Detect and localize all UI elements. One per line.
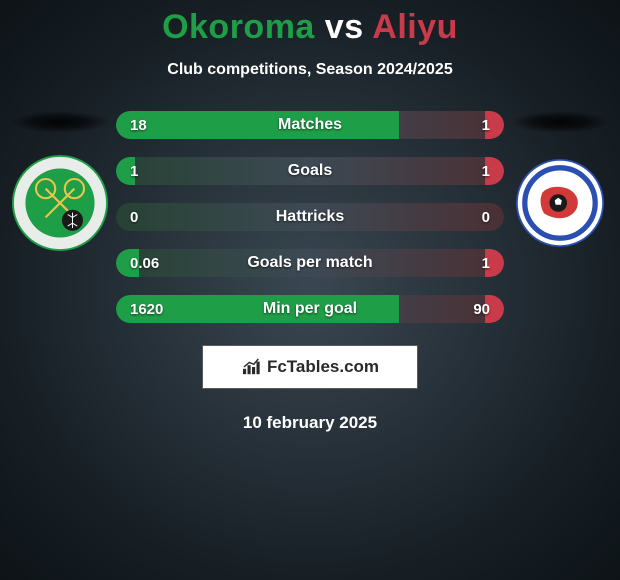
chart-icon bbox=[241, 358, 263, 376]
page-title: Okoroma vs Aliyu bbox=[0, 0, 620, 47]
stat-label: Goals per match bbox=[116, 254, 504, 272]
stat-label: Matches bbox=[116, 116, 504, 134]
player2-name: Aliyu bbox=[372, 8, 458, 46]
comparison-date: 10 february 2025 bbox=[0, 413, 620, 433]
stat-label: Min per goal bbox=[116, 300, 504, 318]
right-club-logo bbox=[512, 155, 608, 251]
comparison-card: Okoroma vs Aliyu Club competitions, Seas… bbox=[0, 0, 620, 580]
player-silhouette-shadow bbox=[510, 111, 610, 133]
right-player-column bbox=[508, 111, 612, 251]
player1-name: Okoroma bbox=[162, 8, 315, 46]
player-silhouette-shadow bbox=[10, 111, 110, 133]
left-player-column bbox=[8, 111, 112, 251]
brand-attribution[interactable]: FcTables.com bbox=[202, 345, 418, 389]
stat-label: Goals bbox=[116, 162, 504, 180]
club-badge-icon bbox=[12, 155, 108, 251]
stat-bars: 181Matches 11Goals 00Hattricks 0.061Goals p… bbox=[112, 111, 508, 323]
left-club-logo bbox=[12, 155, 108, 251]
stat-bar: 0.061Goals per match bbox=[116, 249, 504, 277]
club-badge-icon bbox=[516, 159, 604, 247]
stat-bar: 11Goals bbox=[116, 157, 504, 185]
brand-name: FcTables.com bbox=[267, 357, 379, 377]
stat-bar: 00Hattricks bbox=[116, 203, 504, 231]
stat-bar: 181Matches bbox=[116, 111, 504, 139]
subtitle: Club competitions, Season 2024/2025 bbox=[0, 61, 620, 79]
content-row: 181Matches 11Goals 00Hattricks 0.061Goals p… bbox=[0, 111, 620, 323]
stat-label: Hattricks bbox=[116, 208, 504, 226]
vs-separator: vs bbox=[315, 8, 372, 46]
stat-bar: 162090Min per goal bbox=[116, 295, 504, 323]
